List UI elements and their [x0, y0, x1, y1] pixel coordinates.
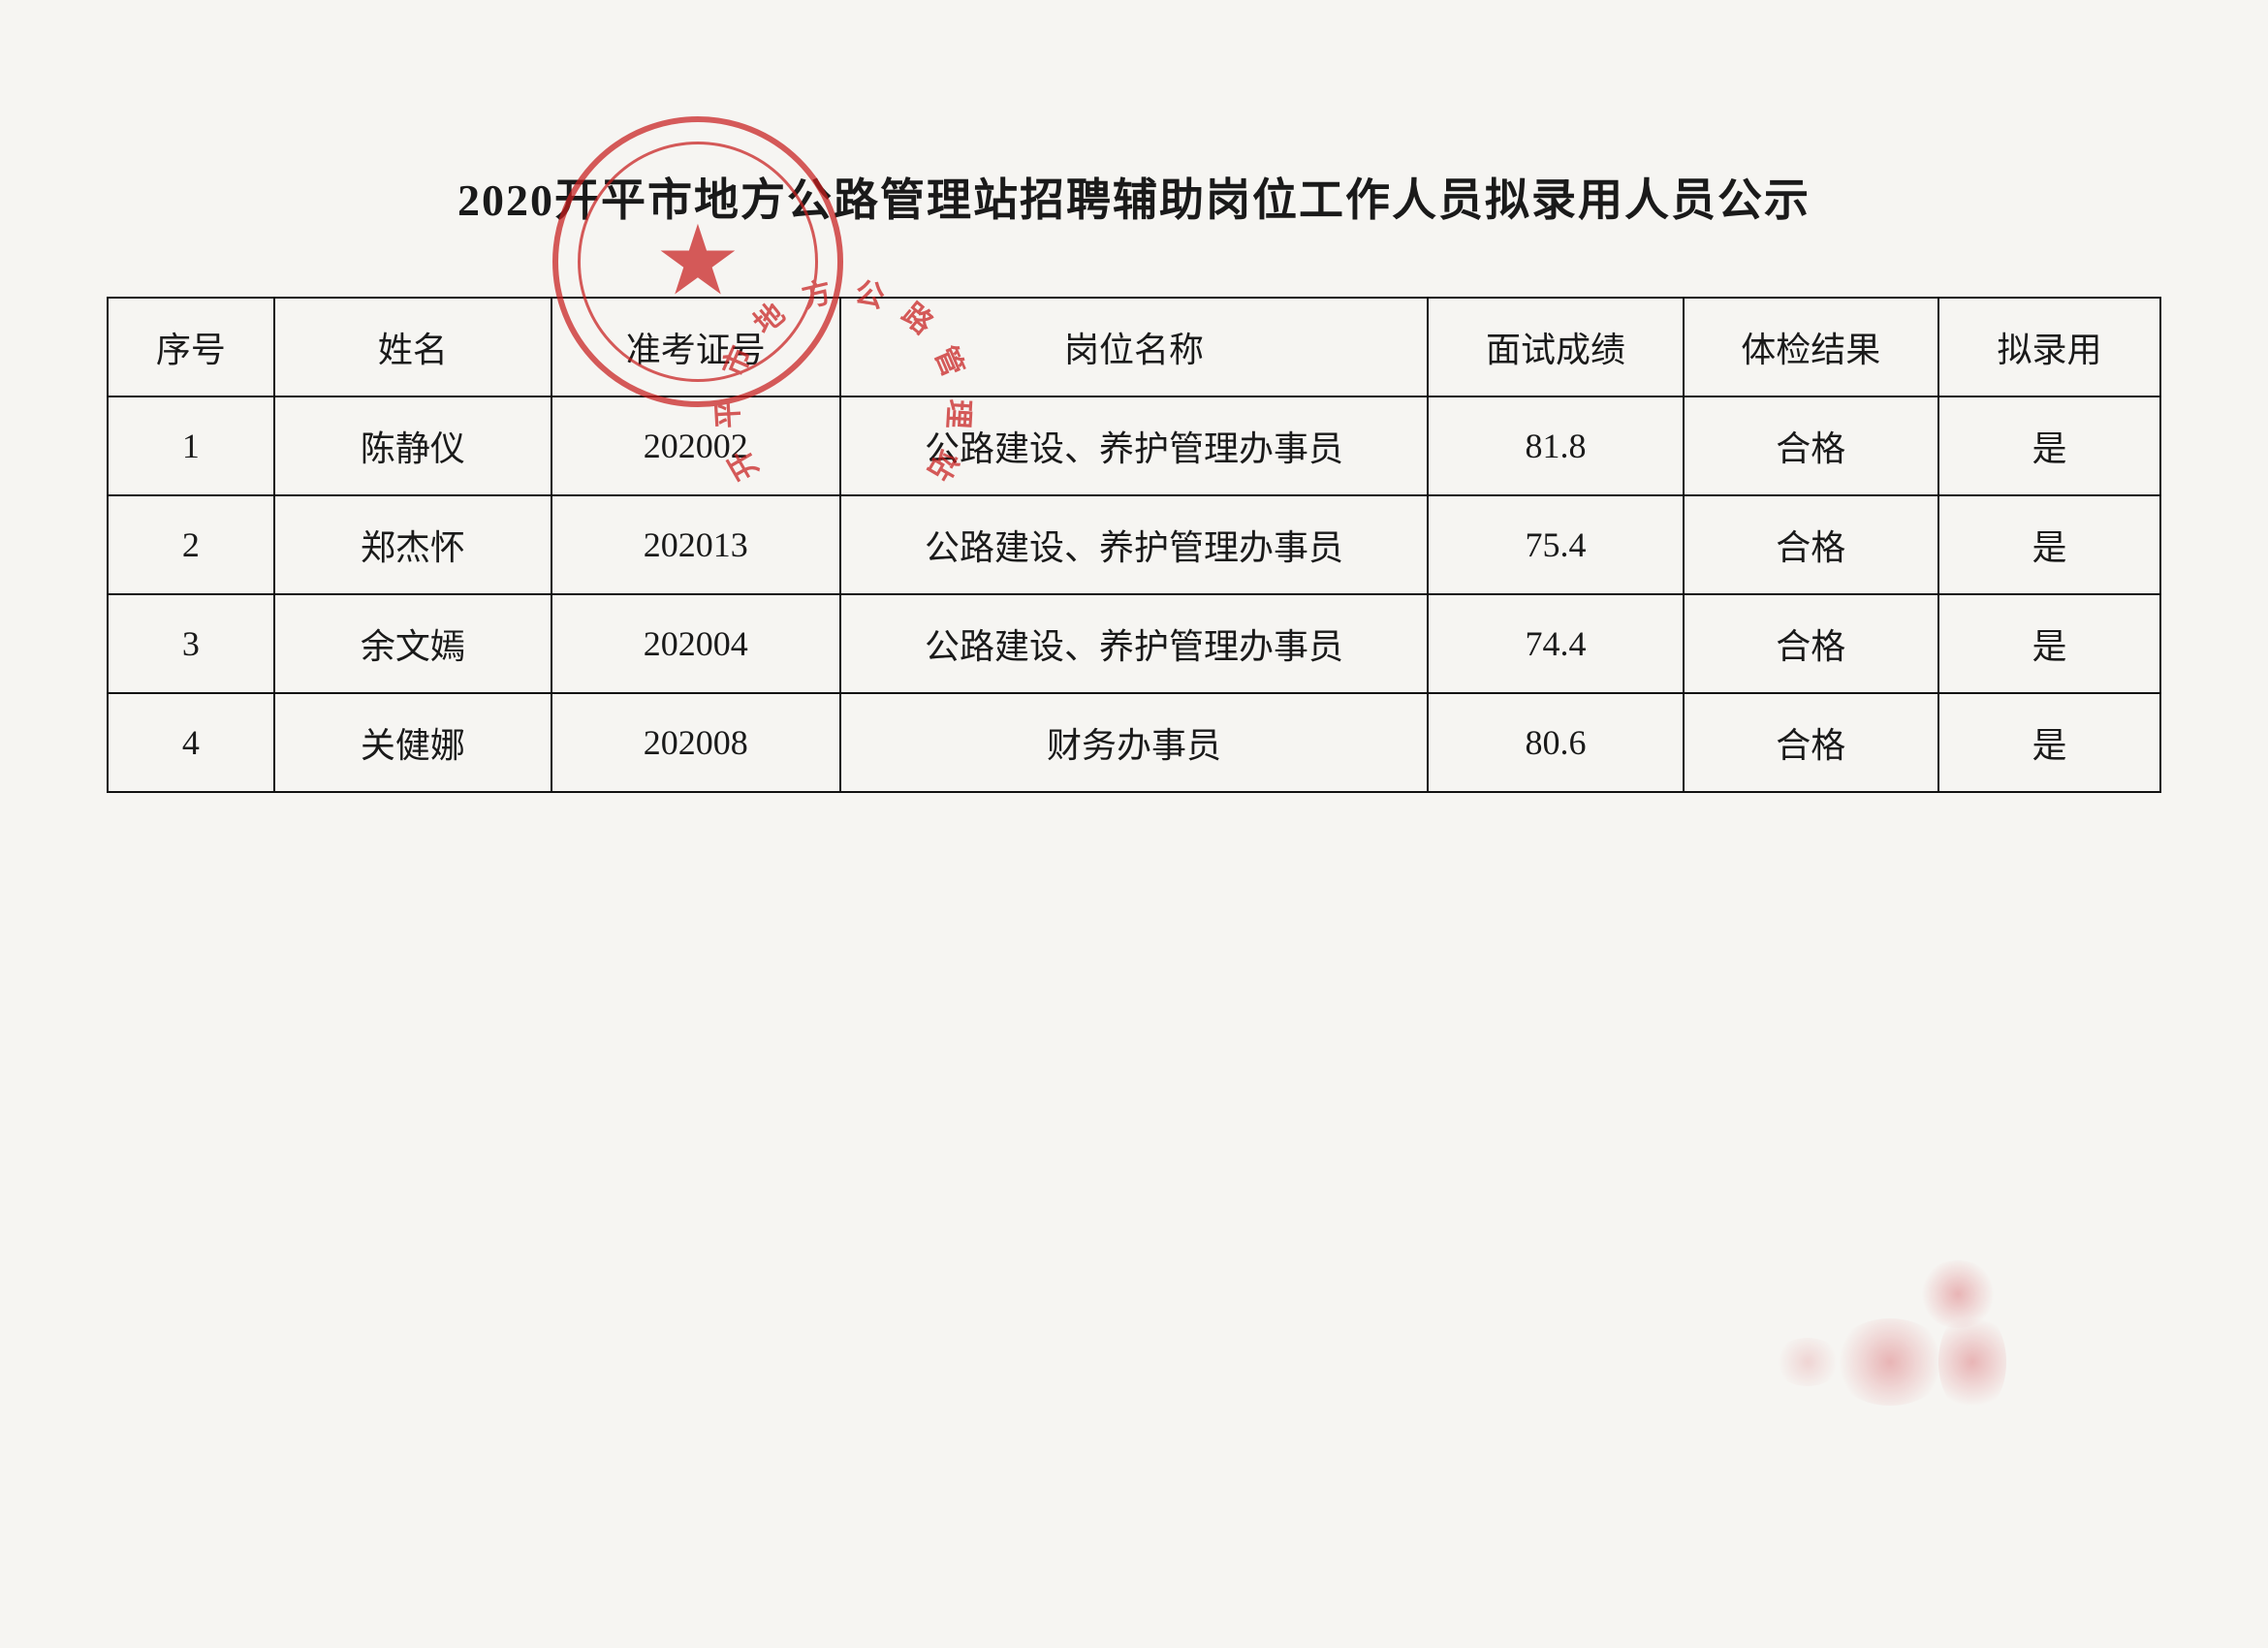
cell-name: 郑杰怀: [274, 495, 551, 594]
table-header-row: 序号 姓名 准考证号 岗位名称 面试成绩 体检结果 拟录用: [108, 298, 2160, 396]
cell-exam: 合格: [1684, 495, 1938, 594]
cell-name: 陈静仪: [274, 396, 551, 495]
cell-ticket: 202008: [551, 693, 840, 792]
cell-index: 4: [108, 693, 274, 792]
table-row: 1 陈静仪 202002 公路建设、养护管理办事员 81.8 合格 是: [108, 396, 2160, 495]
cell-position: 公路建设、养护管理办事员: [840, 396, 1429, 495]
cell-hire: 是: [1938, 495, 2160, 594]
col-header-ticket: 准考证号: [551, 298, 840, 396]
col-header-index: 序号: [108, 298, 274, 396]
page-title: 2020开平市地方公路管理站招聘辅助岗位工作人员拟录用人员公示: [107, 165, 2161, 229]
cell-hire: 是: [1938, 396, 2160, 495]
cell-score: 80.6: [1428, 693, 1683, 792]
col-header-exam: 体检结果: [1684, 298, 1938, 396]
table-row: 2 郑杰怀 202013 公路建设、养护管理办事员 75.4 合格 是: [108, 495, 2160, 594]
cell-hire: 是: [1938, 693, 2160, 792]
cell-ticket: 202004: [551, 594, 840, 693]
col-header-name: 姓名: [274, 298, 551, 396]
cell-score: 81.8: [1428, 396, 1683, 495]
ink-smudge: [1774, 1251, 2026, 1415]
cell-score: 74.4: [1428, 594, 1683, 693]
candidates-table: 序号 姓名 准考证号 岗位名称 面试成绩 体检结果 拟录用 1 陈静仪 2020…: [107, 297, 2161, 793]
cell-index: 1: [108, 396, 274, 495]
cell-name: 余文嫣: [274, 594, 551, 693]
table-row: 3 余文嫣 202004 公路建设、养护管理办事员 74.4 合格 是: [108, 594, 2160, 693]
cell-ticket: 202013: [551, 495, 840, 594]
document-page: 2020开平市地方公路管理站招聘辅助岗位工作人员拟录用人员公示 序号 姓名 准考…: [107, 165, 2161, 793]
col-header-hire: 拟录用: [1938, 298, 2160, 396]
cell-exam: 合格: [1684, 594, 1938, 693]
col-header-position: 岗位名称: [840, 298, 1429, 396]
cell-index: 2: [108, 495, 274, 594]
cell-exam: 合格: [1684, 396, 1938, 495]
cell-hire: 是: [1938, 594, 2160, 693]
col-header-score: 面试成绩: [1428, 298, 1683, 396]
cell-position: 公路建设、养护管理办事员: [840, 594, 1429, 693]
cell-index: 3: [108, 594, 274, 693]
cell-position: 财务办事员: [840, 693, 1429, 792]
table-row: 4 关健娜 202008 财务办事员 80.6 合格 是: [108, 693, 2160, 792]
cell-score: 75.4: [1428, 495, 1683, 594]
cell-ticket: 202002: [551, 396, 840, 495]
cell-name: 关健娜: [274, 693, 551, 792]
cell-position: 公路建设、养护管理办事员: [840, 495, 1429, 594]
cell-exam: 合格: [1684, 693, 1938, 792]
